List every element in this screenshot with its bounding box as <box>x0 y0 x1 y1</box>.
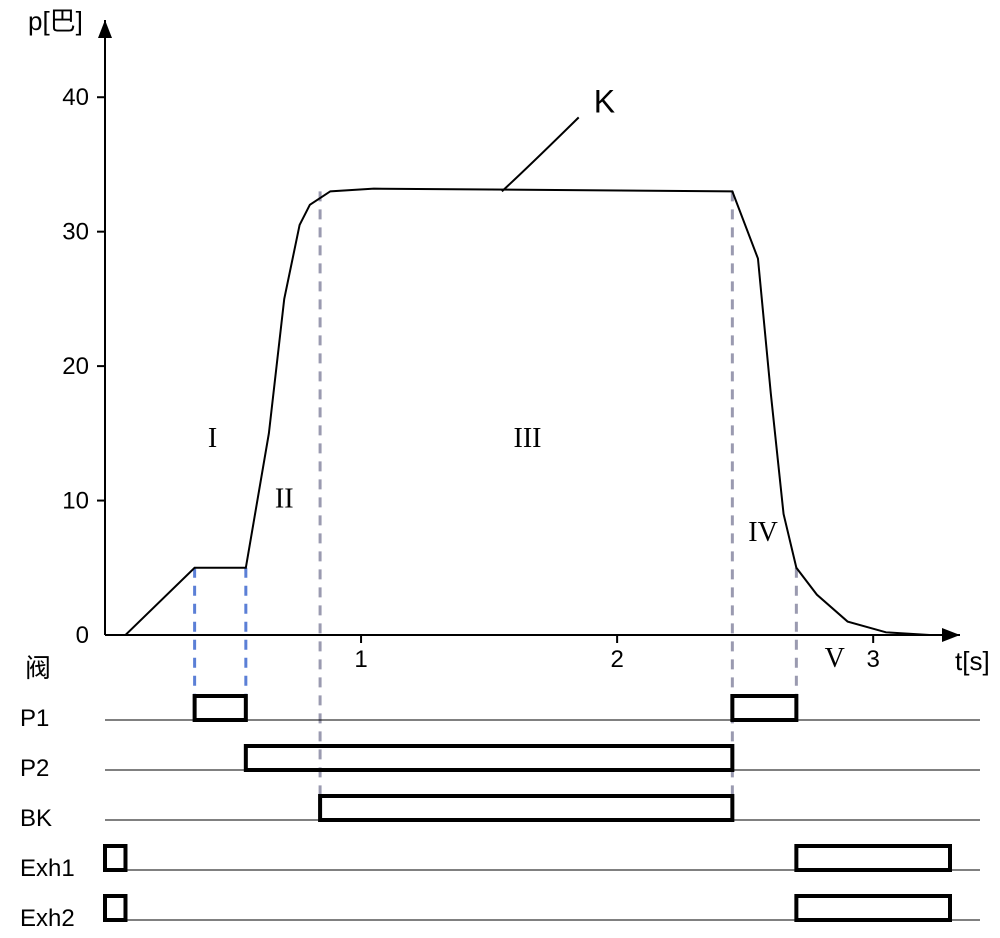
annotation-arrow <box>502 117 579 191</box>
phase-label: V <box>825 643 845 674</box>
phase-label: I <box>208 423 217 454</box>
y-arrow <box>98 20 112 38</box>
y-tick-label: 10 <box>62 488 89 515</box>
valve-bar <box>105 896 125 920</box>
valve-bar <box>796 846 950 870</box>
pressure-curve <box>105 189 930 635</box>
y-axis-label: p[巴] <box>28 6 83 36</box>
x-tick-label: 2 <box>610 646 623 673</box>
valve-bar <box>320 796 732 820</box>
y-tick-label: 20 <box>62 353 89 380</box>
valve-label: Exh2 <box>20 905 75 932</box>
phase-label: II <box>275 483 294 514</box>
valve-label: P2 <box>20 755 49 782</box>
y-tick-label: 0 <box>76 622 89 649</box>
valve-label: BK <box>20 805 52 832</box>
phase-label: IV <box>748 517 778 548</box>
pressure-timing-diagram: 010203040p[巴]123t[s]阀IIIIIIIVVKP1P2BKExh… <box>0 0 1000 938</box>
x-tick-label: 1 <box>354 646 367 673</box>
valve-bar <box>195 696 246 720</box>
valve-label: Exh1 <box>20 855 75 882</box>
valve-bar <box>105 846 125 870</box>
valve-bar <box>732 696 796 720</box>
y-tick-label: 40 <box>62 84 89 111</box>
x-axis-label: t[s] <box>955 646 990 676</box>
valve-label: P1 <box>20 705 49 732</box>
y-tick-label: 30 <box>62 219 89 246</box>
valve-header: 阀 <box>25 653 51 683</box>
annotation-k: K <box>594 83 615 119</box>
x-arrow <box>942 628 960 642</box>
x-tick-label: 3 <box>867 646 880 673</box>
phase-label: III <box>514 423 542 454</box>
valve-bar <box>796 896 950 920</box>
